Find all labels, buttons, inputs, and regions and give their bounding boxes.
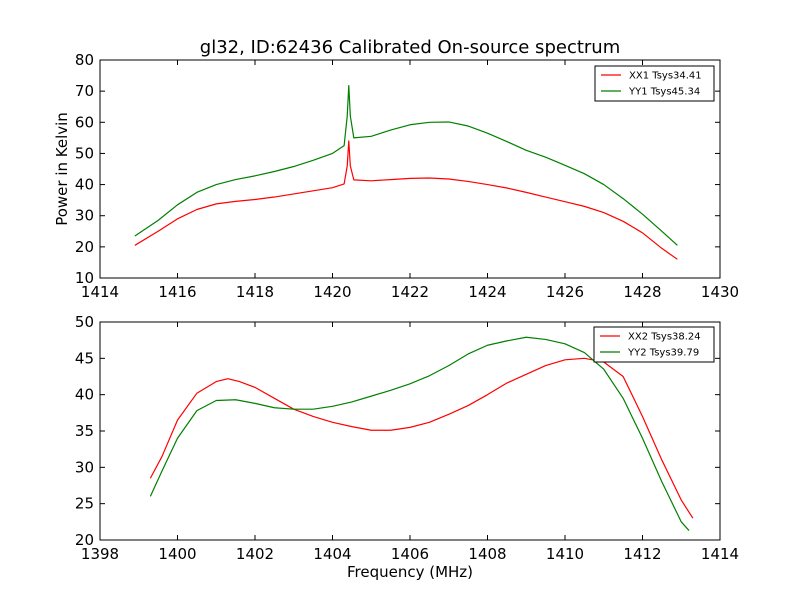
top-x-tick-label: 1420 [313,283,351,301]
x-axis-label: Frequency (MHz) [347,563,473,581]
top-spectrum-panel: 1414 1416 1418 1420 1422 1424 1426 1428 1430 10 20… [75,51,739,301]
chart-title: gl32, ID:62436 Calibrated On-source spec… [200,37,620,58]
bottom-series-line-yy2 [149,336,690,531]
top-y-tick-label: 30 [75,207,94,225]
top-series-line-yy1 [134,84,678,246]
top-x-tick-label: 1428 [623,283,661,301]
bottom-x-tick-label: 1412 [623,545,661,563]
y-axis-label: Power in Kelvin [53,112,71,226]
top-y-tick-label: 10 [75,269,94,287]
bottom-x-tick-label: 1410 [546,545,584,563]
bottom-y-tick-label: 50 [75,313,94,331]
top-x-tick-label: 1418 [236,283,274,301]
top-legend-entry: YY1 Tsys45.34 [628,87,700,98]
top-y-tick-label: 60 [75,113,94,131]
top-legend-entry: XX1 Tsys34.41 [629,71,702,82]
top-y-tick-label: 40 [75,176,94,194]
bottom-x-tick-label: 1400 [158,545,196,563]
top-x-tick-label: 1414 [81,283,119,301]
bottom-legend-entry: XX2 Tsys38.24 [628,332,701,343]
bottom-y-tick-label: 45 [75,349,94,367]
bottom-spectrum-panel: 1398 1400 1402 1404 1406 1408 1410 1412 1414 20 25… [75,313,739,563]
bottom-legend-entry: YY2 Tsys39.79 [627,348,699,359]
bottom-x-tick-label: 1414 [701,545,739,563]
bottom-x-tick-label: 1408 [468,545,506,563]
bottom-x-tick-label: 1398 [81,545,119,563]
bottom-x-tick-label: 1402 [236,545,274,563]
top-y-tick-label: 80 [75,51,94,69]
bottom-legend-box [593,326,715,363]
top-legend-box [594,65,715,102]
top-x-tick-label: 1426 [546,283,584,301]
bottom-y-tick-label: 30 [75,458,94,476]
top-x-tick-label: 1416 [158,283,196,301]
top-y-tick-label: 20 [75,238,94,256]
top-x-tick-label: 1430 [701,283,739,301]
top-x-tick-label: 1424 [468,283,506,301]
bottom-x-tick-label: 1406 [391,545,429,563]
bottom-y-tick-label: 20 [75,531,94,549]
bottom-x-tick-label: 1404 [313,545,351,563]
top-x-tick-label: 1422 [391,283,429,301]
top-y-tick-label: 70 [75,82,94,100]
top-y-tick-label: 50 [75,144,94,162]
bottom-y-tick-label: 40 [75,386,94,404]
bottom-y-tick-label: 25 [75,495,94,513]
top-series-line-xx1 [134,140,678,260]
bottom-y-tick-label: 35 [75,422,94,440]
